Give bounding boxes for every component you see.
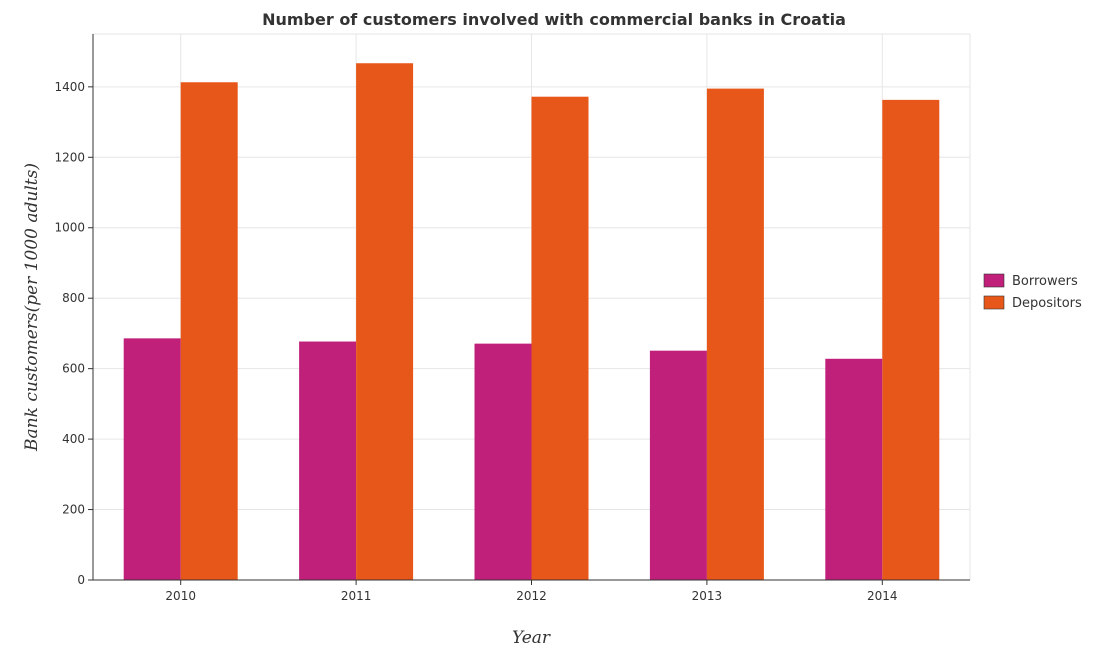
- bar-depositors-2010: [180, 82, 238, 581]
- x-axis-label: Year: [512, 628, 551, 648]
- legend-swatch-depositors: [983, 295, 1005, 310]
- bar-borrowers-2010: [123, 338, 181, 580]
- x-tick-label: 2011: [341, 589, 372, 603]
- x-tick-label: 2012: [516, 589, 547, 603]
- bar-depositors-2013: [706, 88, 764, 580]
- bar-borrowers-2013: [649, 350, 707, 580]
- chart-title: Number of customers involved with commer…: [262, 10, 846, 29]
- x-tick-label: 2014: [867, 589, 898, 603]
- bar-depositors-2014: [882, 99, 940, 581]
- x-tick-label: 2013: [692, 589, 723, 603]
- legend: Borrowers Depositors: [983, 273, 1082, 311]
- bar-depositors-2012: [531, 96, 589, 580]
- y-tick-label: 200: [62, 503, 85, 517]
- x-tick-label: 2010: [165, 589, 196, 603]
- plot-area: 0 200 400 600 800 1000 1200 1400 2010 2011 2012 201…: [54, 33, 971, 603]
- bar-borrowers-2014: [825, 358, 883, 580]
- y-tick-label: 800: [62, 291, 85, 305]
- y-tick-label: 400: [62, 432, 85, 446]
- y-tick-label: 600: [62, 362, 85, 376]
- bar-borrowers-2012: [474, 343, 532, 580]
- y-tick-label: 1000: [54, 221, 85, 235]
- legend-label-depositors: Depositors: [1012, 296, 1082, 311]
- bar-borrowers-2011: [299, 341, 357, 580]
- bar-depositors-2011: [356, 63, 414, 580]
- legend-swatch-borrowers: [983, 273, 1005, 288]
- legend-label-borrowers: Borrowers: [1012, 274, 1078, 289]
- y-tick-label: 1200: [54, 150, 85, 164]
- y-tick-label: 1400: [54, 80, 85, 94]
- y-axis-label: Bank customers(per 1000 adults): [22, 163, 42, 452]
- y-tick-label: 0: [77, 573, 85, 587]
